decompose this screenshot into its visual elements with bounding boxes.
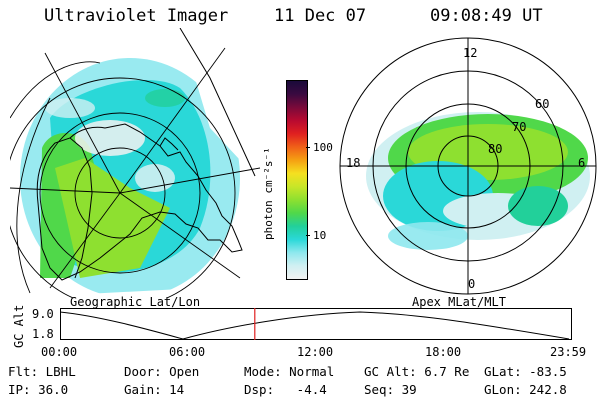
altitude-xtick-0000: 00:00: [41, 345, 78, 359]
gain-value: Gain: 14: [124, 382, 185, 397]
altitude-plot: [60, 308, 572, 340]
magnetic-map-caption: Apex MLat/MLT: [412, 295, 506, 309]
colorbar: [286, 80, 308, 280]
mlat-label-70: 70: [512, 120, 527, 134]
colorbar-label-10: 10: [313, 229, 327, 242]
door-status: Door: Open: [124, 364, 200, 379]
mlat-label-80: 80: [488, 142, 503, 156]
geographic-map: [10, 28, 261, 298]
altitude-ytick-9: 9.0: [32, 307, 54, 321]
instrument-title: Ultraviolet Imager: [44, 6, 229, 26]
mlt-label-0: 0: [468, 277, 476, 291]
magnetic-polar-plot: [339, 37, 597, 295]
colorbar-tick-10: [306, 235, 310, 236]
dsp-value: Dsp: -4.4: [244, 382, 327, 397]
ip-value: IP: 36.0: [8, 382, 69, 397]
glon-value: GLon: 242.8: [484, 382, 567, 397]
altitude-ylabel: GC Alt: [12, 304, 26, 348]
gc-alt-value: GC Alt: 6.7 Re: [364, 364, 470, 379]
colorbar-tick-100: [306, 147, 310, 148]
glat-value: GLat: -83.5: [484, 364, 567, 379]
colorbar-unit-label: photon cm⁻²s⁻¹: [262, 147, 275, 240]
colorbar-gradient: [287, 81, 307, 279]
geographic-map-caption: Geographic Lat/Lon: [70, 295, 201, 309]
filter-value: Flt: LBHL: [8, 364, 76, 379]
altitude-xtick-2359: 23:59: [550, 345, 587, 359]
altitude-xtick-1800: 18:00: [425, 345, 462, 359]
colorbar-label-100: 100: [313, 141, 333, 154]
mlt-label-12: 12: [463, 46, 478, 60]
altitude-ytick-1.8: 1.8: [32, 327, 54, 341]
altitude-xtick-1200: 12:00: [297, 345, 334, 359]
mlat-label-60: 60: [535, 97, 550, 111]
mlt-label-18: 18: [346, 156, 361, 170]
mlt-label-6: 6: [578, 156, 586, 170]
seq-value: Seq: 39: [364, 382, 417, 397]
observation-time: 09:08:49 UT: [430, 6, 543, 26]
observation-date: 11 Dec 07: [274, 6, 367, 26]
altitude-xtick-0600: 06:00: [169, 345, 206, 359]
mode-value: Mode: Normal: [244, 364, 335, 379]
